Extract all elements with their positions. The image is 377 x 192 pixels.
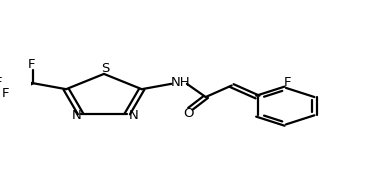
Text: S: S — [101, 62, 110, 75]
Text: O: O — [184, 107, 194, 120]
Text: F: F — [2, 87, 9, 100]
Text: N: N — [129, 109, 138, 122]
Text: F: F — [0, 76, 2, 89]
Text: N: N — [72, 109, 82, 122]
Text: F: F — [28, 58, 35, 71]
Text: NH: NH — [171, 76, 191, 89]
Text: F: F — [284, 76, 291, 89]
